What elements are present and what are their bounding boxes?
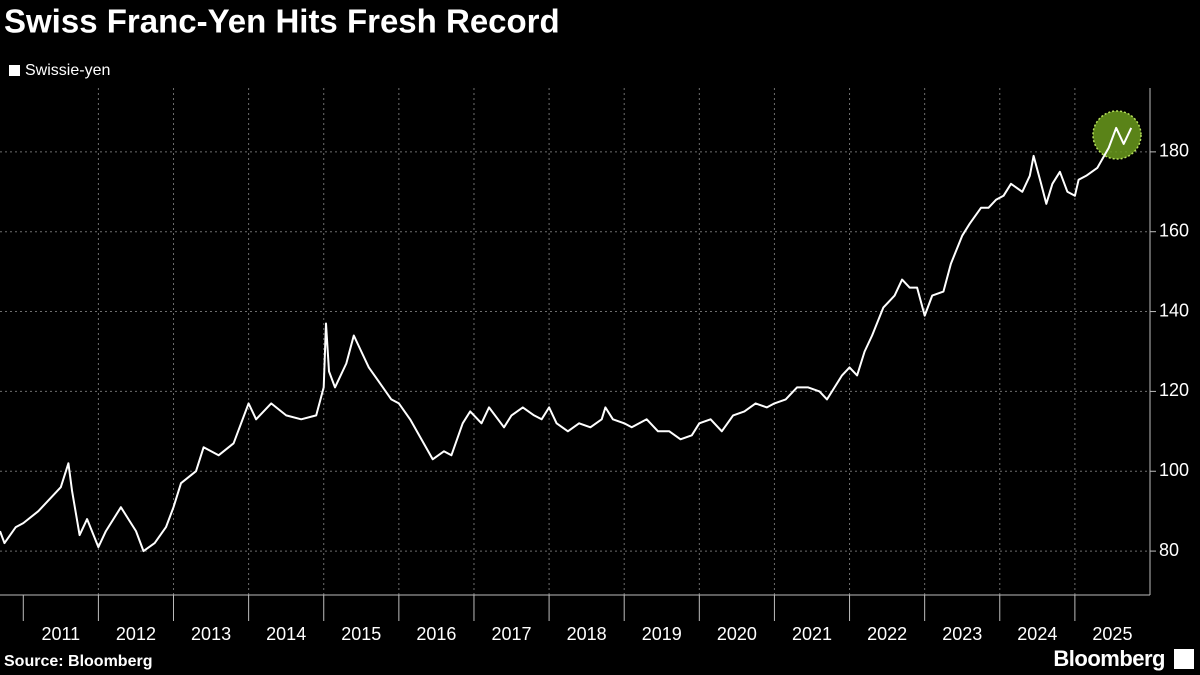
brand-icon: [1174, 649, 1194, 669]
highlight-circle: [1092, 110, 1142, 160]
y-tick-label: 80: [1159, 540, 1179, 560]
x-tick-label: 2013: [191, 624, 231, 644]
x-tick-label: 2016: [416, 624, 456, 644]
x-tick-label: 2022: [867, 624, 907, 644]
x-tick-label: 2012: [116, 624, 156, 644]
y-tick-label: 100: [1159, 460, 1189, 480]
x-tick-label: 2014: [266, 624, 306, 644]
y-tick-label: 180: [1159, 141, 1189, 161]
x-tick-label: 2011: [41, 624, 80, 644]
y-tick-label: 160: [1159, 220, 1189, 240]
x-tick-label: 2023: [942, 624, 982, 644]
x-tick-label: 2019: [642, 624, 682, 644]
x-tick-label: 2018: [567, 624, 607, 644]
source-note: Source: Bloomberg: [4, 653, 152, 670]
x-tick-label: 2024: [1017, 624, 1057, 644]
x-tick-label: 2015: [341, 624, 381, 644]
plot-area: 80 100 120 140 160 180 2011 2012 2013 2014 2015 201…: [0, 88, 1189, 644]
chart-title: Swiss Franc-Yen Hits Fresh Record: [4, 3, 560, 40]
x-tick-label: 2021: [792, 624, 832, 644]
x-tick-label: 2017: [492, 624, 532, 644]
legend-label: Swissie-yen: [25, 62, 110, 79]
line-layer: [0, 126, 1133, 553]
x-tick-label: 2025: [1092, 624, 1132, 644]
y-tick-label: 120: [1159, 380, 1189, 400]
y-tick-label: 140: [1159, 300, 1189, 320]
series-line: [0, 126, 1133, 553]
legend-swatch: [9, 65, 20, 76]
brand-logo: Bloomberg: [1053, 646, 1165, 671]
x-tick-label: 2020: [717, 624, 757, 644]
